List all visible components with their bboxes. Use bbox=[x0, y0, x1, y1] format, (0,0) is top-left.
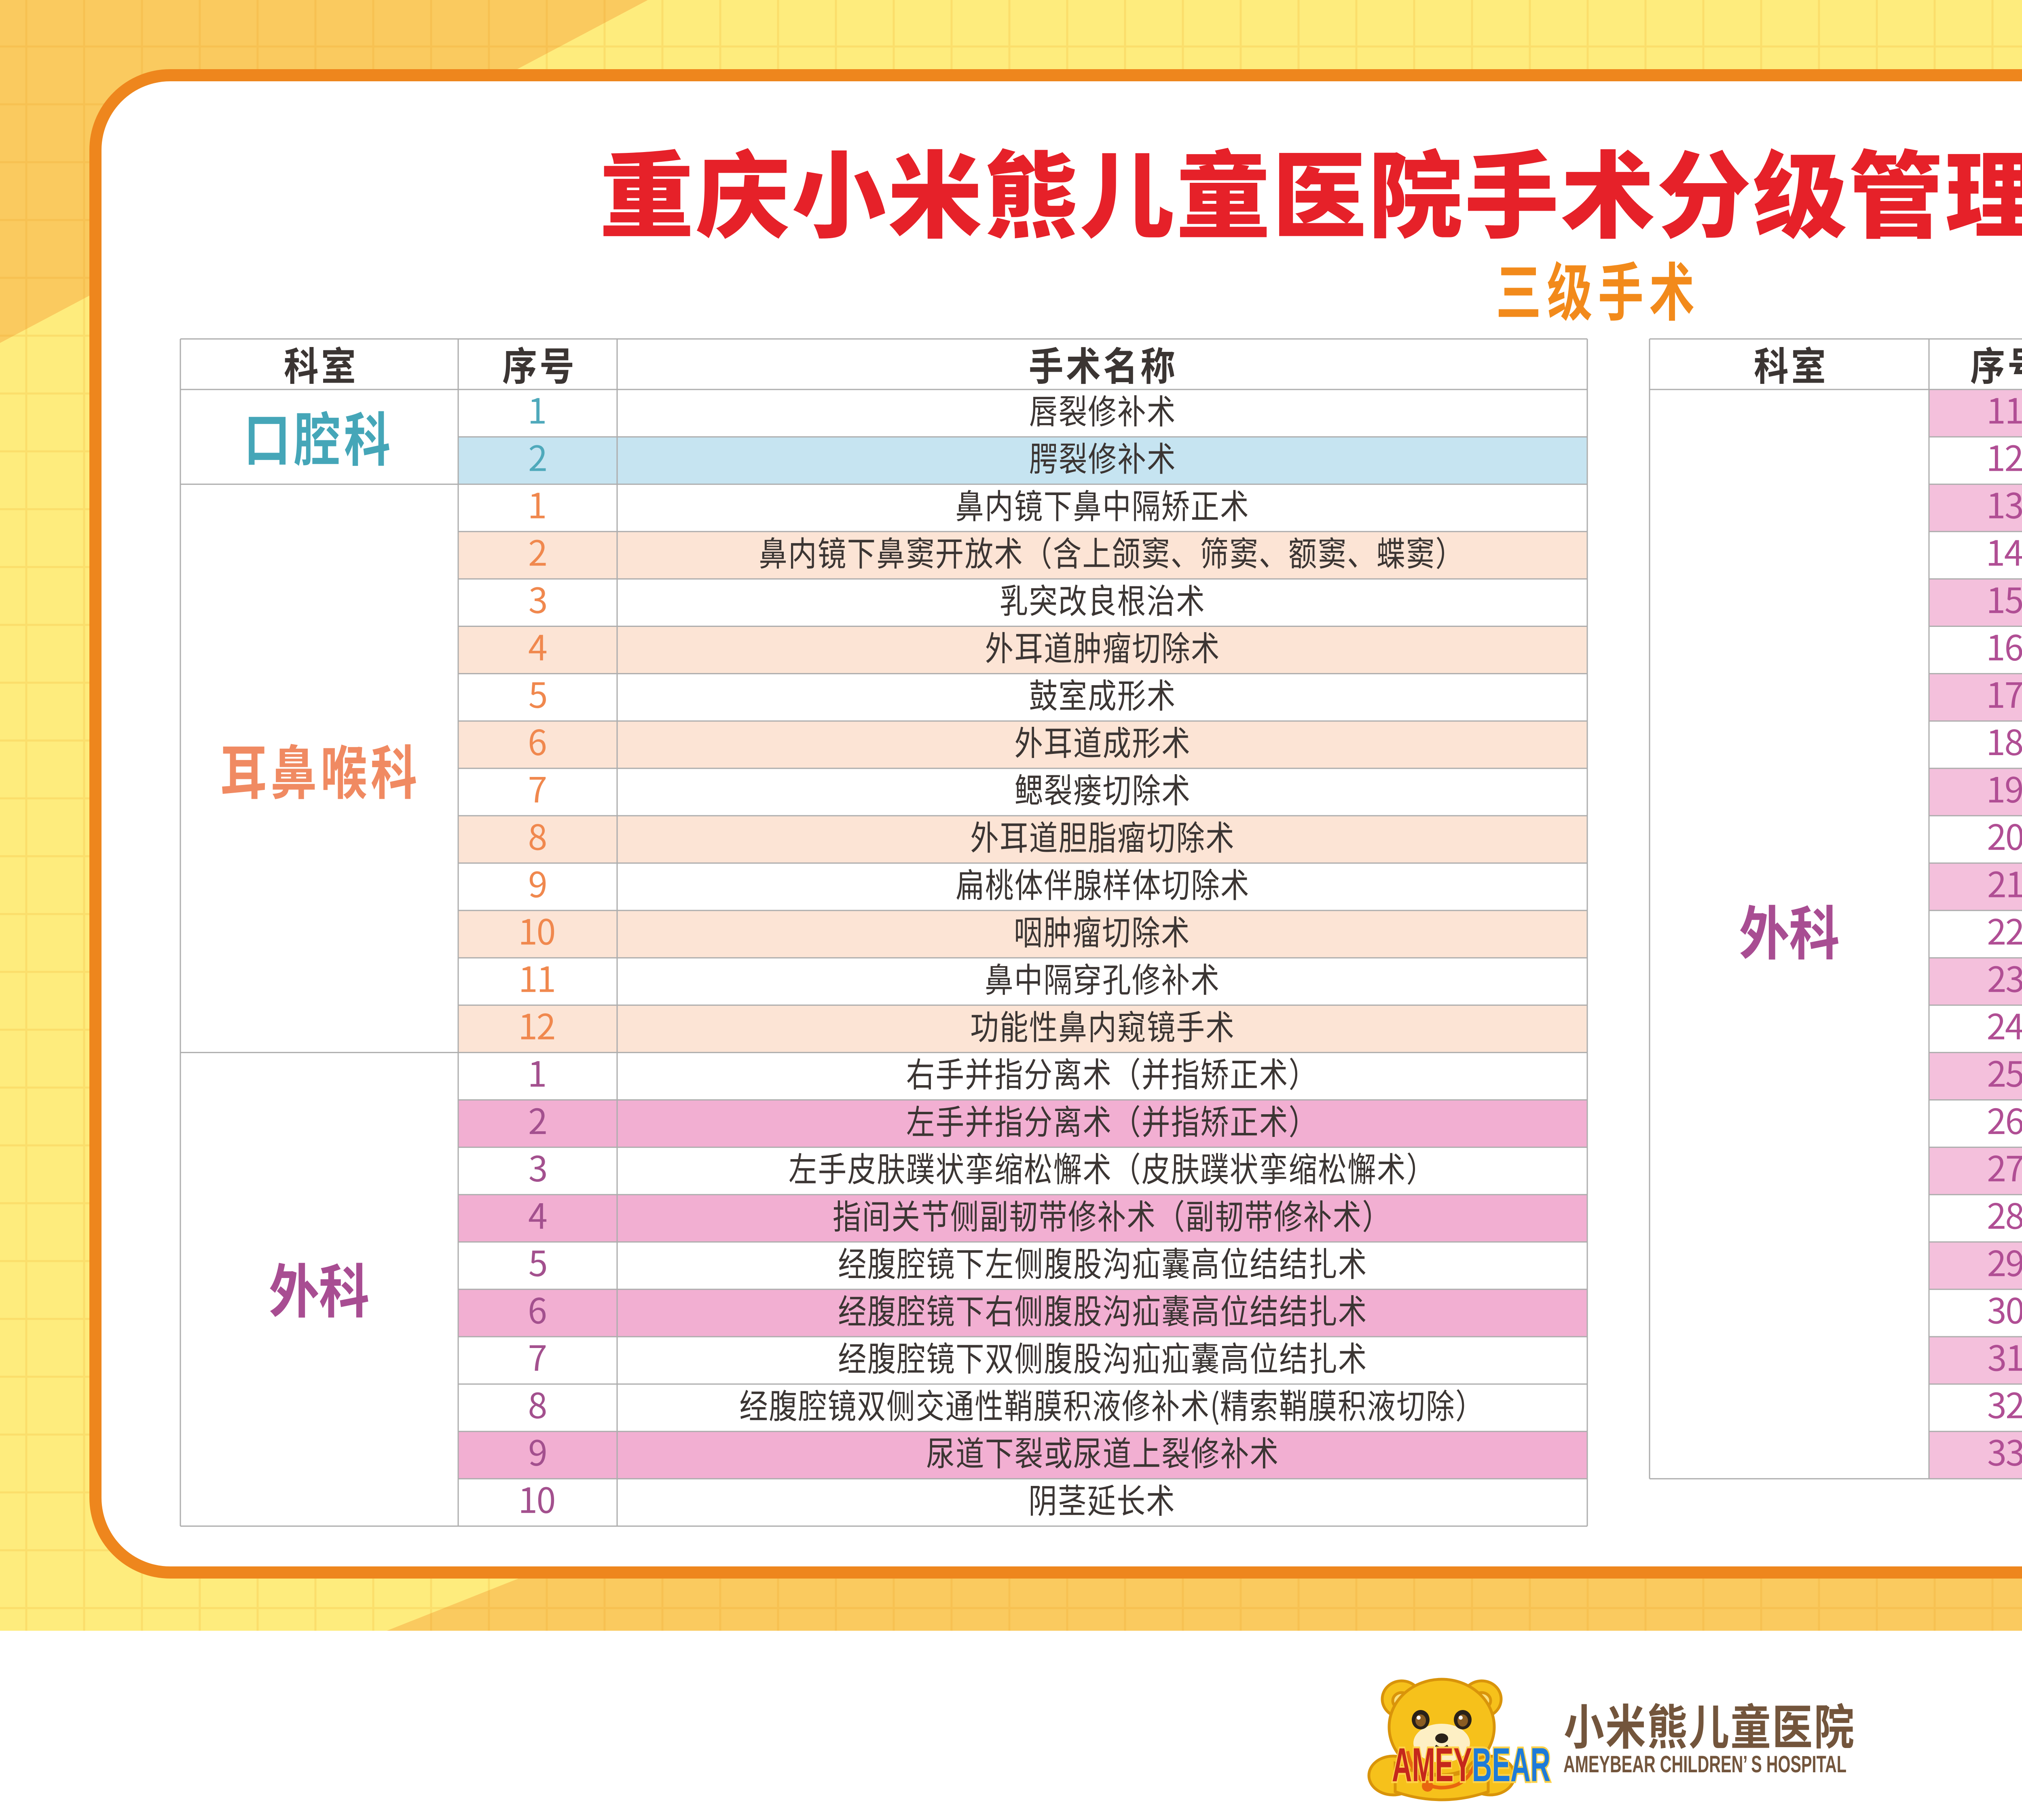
svg-text:AMEYBEAR: AMEYBEAR bbox=[1392, 1738, 1550, 1792]
svg-text:AMEYBEAR CHILDREN’ S HOSPITAL: AMEYBEAR CHILDREN’ S HOSPITAL bbox=[1563, 1751, 1846, 1778]
